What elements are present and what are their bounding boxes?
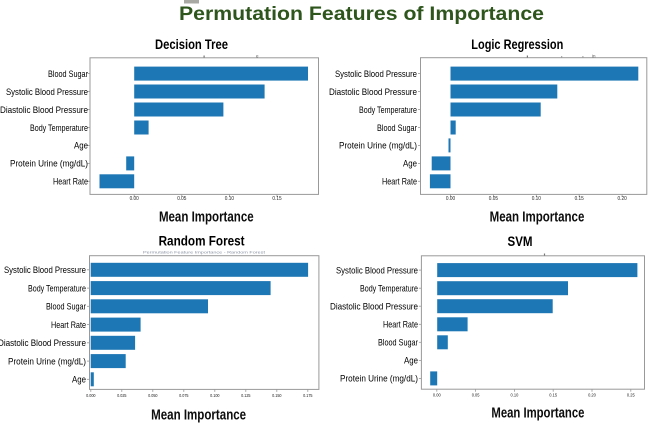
svg-text:0.00: 0.00 xyxy=(433,393,441,399)
svg-text:0.100: 0.100 xyxy=(210,393,220,398)
svg-text:Diastolic Blood Pressure: Diastolic Blood Pressure xyxy=(329,87,417,97)
svg-text:0.00: 0.00 xyxy=(446,196,455,202)
svg-text:Systolic Blood Pressure: Systolic Blood Pressure xyxy=(6,87,88,97)
svg-text:0.10: 0.10 xyxy=(225,196,234,202)
svg-text:Systolic Blood Pressure: Systolic Blood Pressure xyxy=(335,69,417,79)
svg-text:0.20: 0.20 xyxy=(618,196,627,202)
svg-text:Mean Importance: Mean Importance xyxy=(151,408,246,424)
svg-text:e: e xyxy=(256,54,259,59)
svg-text:Heart Rate: Heart Rate xyxy=(383,320,418,330)
svg-text:Age: Age xyxy=(404,356,418,366)
svg-text:Systolic Blood Pressure: Systolic Blood Pressure xyxy=(336,265,418,275)
svg-text:Systolic Blood Pressure: Systolic Blood Pressure xyxy=(4,265,86,275)
svg-text:0.05: 0.05 xyxy=(177,196,186,202)
svg-text:Diastolic Blood Pressure: Diastolic Blood Pressure xyxy=(0,105,88,115)
svg-text:Blood Sugar: Blood Sugar xyxy=(378,338,418,348)
svg-text:0.000: 0.000 xyxy=(86,393,96,398)
svg-text:Decision Tree: Decision Tree xyxy=(155,37,228,52)
svg-text:Blood Sugar: Blood Sugar xyxy=(377,123,417,133)
svg-text:Permutation Feature Importance: Permutation Feature Importance - Random … xyxy=(143,250,266,255)
svg-text:Age: Age xyxy=(74,141,88,151)
svg-text:Mean Importance: Mean Importance xyxy=(491,406,584,422)
svg-text:0.15: 0.15 xyxy=(549,393,557,399)
svg-text:0.15: 0.15 xyxy=(272,196,281,202)
svg-text:Mean Importance: Mean Importance xyxy=(159,210,254,226)
svg-text:0.10: 0.10 xyxy=(532,196,541,202)
svg-text:0.05: 0.05 xyxy=(472,393,480,399)
svg-text:Random Forest: Random Forest xyxy=(159,234,245,249)
svg-text:Blood Sugar: Blood Sugar xyxy=(48,69,88,79)
svg-text:Body Temperature: Body Temperature xyxy=(360,284,418,294)
svg-text:Protein Urine (mg/dL): Protein Urine (mg/dL) xyxy=(340,374,418,384)
svg-text:Age: Age xyxy=(72,375,86,385)
svg-text:0.20: 0.20 xyxy=(588,393,596,399)
svg-text:Protein Urine (mg/dL): Protein Urine (mg/dL) xyxy=(8,356,86,366)
svg-text:Heart Rate: Heart Rate xyxy=(382,177,417,187)
svg-text:Mean Importance: Mean Importance xyxy=(490,210,585,226)
svg-text:0.10: 0.10 xyxy=(511,393,519,399)
svg-text:0.00: 0.00 xyxy=(130,196,139,202)
svg-text:0.05: 0.05 xyxy=(489,196,498,202)
svg-text:0.175: 0.175 xyxy=(303,393,313,398)
svg-text:0.025: 0.025 xyxy=(117,393,127,398)
svg-text:Body Temperature: Body Temperature xyxy=(359,105,417,115)
svg-text:in: in xyxy=(592,54,596,59)
svg-text:Diastolic Blood Pressure: Diastolic Blood Pressure xyxy=(330,302,418,312)
svg-text:Permutation Features of Import: Permutation Features of Importance xyxy=(179,4,544,25)
svg-text:SVM: SVM xyxy=(508,234,533,249)
svg-text:.: . xyxy=(541,252,542,257)
svg-text:Protein Urine (mg/dL): Protein Urine (mg/dL) xyxy=(10,159,88,169)
svg-text:Heart Rate: Heart Rate xyxy=(53,177,88,187)
svg-text:Heart Rate: Heart Rate xyxy=(51,320,86,330)
svg-text:0.15: 0.15 xyxy=(575,196,584,202)
svg-text:0.075: 0.075 xyxy=(179,393,189,398)
svg-text:Body Temperature: Body Temperature xyxy=(30,123,88,133)
svg-text:Logic Regression: Logic Regression xyxy=(471,37,563,52)
svg-text:0.150: 0.150 xyxy=(272,393,282,398)
svg-text:Blood Sugar: Blood Sugar xyxy=(46,302,86,312)
svg-text:0.050: 0.050 xyxy=(148,393,158,398)
svg-text:Age: Age xyxy=(403,159,417,169)
svg-text:0.125: 0.125 xyxy=(241,393,251,398)
svg-text:0.25: 0.25 xyxy=(627,393,635,399)
svg-text:Body Temperature: Body Temperature xyxy=(28,283,86,293)
svg-text:Diastolic Blood Pressure: Diastolic Blood Pressure xyxy=(0,338,86,348)
svg-text:Protein Urine (mg/dL): Protein Urine (mg/dL) xyxy=(339,141,417,151)
